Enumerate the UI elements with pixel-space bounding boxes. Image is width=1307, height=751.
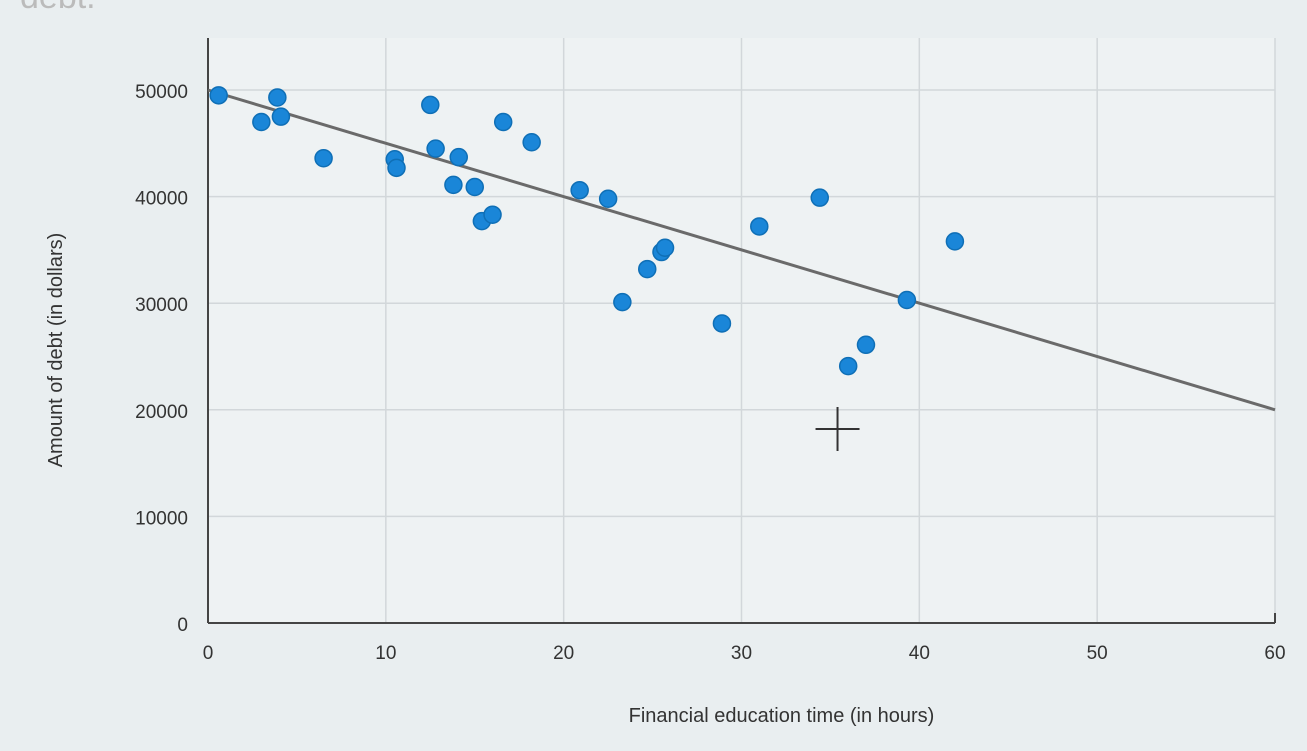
y-tick-label: 10000 — [135, 508, 188, 529]
data-point — [268, 88, 287, 107]
data-point — [387, 158, 406, 178]
data-point — [655, 238, 675, 258]
data-point — [493, 112, 513, 132]
data-point — [522, 132, 541, 152]
y-tick-label: 50000 — [135, 82, 188, 103]
x-tick-label: 50 — [1087, 643, 1108, 664]
data-point — [271, 107, 291, 126]
y-axis-title: Amount of debt (in dollars) — [45, 233, 67, 468]
x-tick-label: 0 — [203, 643, 214, 664]
y-tick-label: 30000 — [135, 295, 188, 316]
x-axis-title: Financial education time (in hours) — [629, 705, 935, 727]
data-point — [426, 139, 445, 158]
y-tick-label: 0 — [177, 615, 188, 636]
data-point — [637, 259, 657, 279]
data-point — [252, 112, 271, 132]
data-point — [421, 95, 440, 115]
x-tick-label: 10 — [375, 643, 396, 664]
data-point — [897, 290, 917, 310]
trend-line-group — [207, 88, 1276, 412]
annotations — [815, 406, 860, 451]
data-points — [209, 86, 965, 376]
x-tick-label: 30 — [731, 643, 752, 664]
y-tick-label: 40000 — [135, 189, 188, 210]
data-point — [945, 232, 965, 251]
data-point — [209, 86, 228, 105]
x-tick-label: 20 — [553, 643, 574, 664]
data-point — [750, 217, 769, 236]
x-tick-label: 60 — [1264, 643, 1285, 664]
data-point — [570, 180, 589, 200]
y-tick-label: 20000 — [135, 402, 188, 423]
trend-line — [207, 88, 1276, 412]
data-point — [613, 292, 632, 312]
crosshair-cursor — [815, 406, 860, 451]
data-point — [712, 314, 732, 333]
axes — [207, 38, 1276, 624]
data-point — [838, 356, 858, 376]
data-point — [810, 188, 829, 207]
data-point — [444, 175, 463, 195]
tick-labels: 0 10 20 30 40 50 60 0 10000 20000 30000 40000 50000 — [135, 82, 1285, 664]
grid-lines — [208, 38, 1276, 623]
data-point — [856, 335, 876, 355]
data-point — [483, 205, 502, 224]
data-point — [598, 189, 618, 208]
header-fragment: debt. — [20, 0, 96, 17]
data-point — [465, 177, 484, 197]
x-tick-label: 40 — [909, 643, 930, 664]
data-point — [314, 148, 333, 168]
data-point — [449, 147, 468, 167]
